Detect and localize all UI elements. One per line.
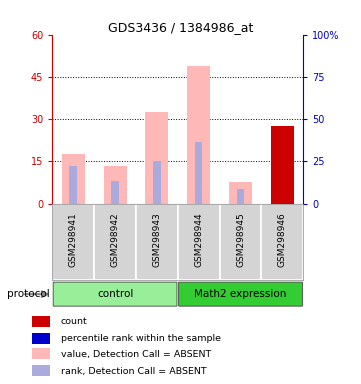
Bar (32, 348, 49, 359)
Bar (32, 333, 49, 344)
Text: GSM298942: GSM298942 (110, 213, 119, 267)
Bar (187, 66, 210, 204)
Bar (111, 181, 119, 204)
FancyBboxPatch shape (179, 282, 303, 306)
Bar (94, 204, 136, 280)
Bar (32, 316, 49, 327)
Bar (271, 126, 294, 204)
Bar (279, 163, 286, 204)
Bar (32, 366, 49, 376)
Text: GSM298941: GSM298941 (69, 213, 78, 268)
Bar (153, 161, 161, 204)
Bar (104, 166, 127, 204)
Text: GDS3436 / 1384986_at: GDS3436 / 1384986_at (108, 21, 253, 34)
Bar (52, 204, 94, 280)
Bar (195, 142, 203, 204)
FancyBboxPatch shape (53, 282, 177, 306)
Text: value, Detection Call = ABSENT: value, Detection Call = ABSENT (61, 350, 211, 359)
Bar (178, 204, 219, 280)
Text: protocol: protocol (7, 289, 50, 299)
Text: rank, Detection Call = ABSENT: rank, Detection Call = ABSENT (61, 367, 206, 376)
Text: count: count (61, 318, 87, 326)
Bar (62, 154, 85, 204)
Bar (145, 112, 168, 204)
Text: GSM298944: GSM298944 (194, 213, 203, 267)
Text: percentile rank within the sample: percentile rank within the sample (61, 334, 221, 343)
Text: Math2 expression: Math2 expression (194, 289, 287, 299)
Bar (69, 166, 77, 204)
Bar (219, 204, 261, 280)
Bar (237, 189, 244, 204)
Text: GSM298946: GSM298946 (278, 213, 287, 268)
Bar (229, 182, 252, 204)
Bar (271, 164, 294, 204)
Text: control: control (97, 289, 133, 299)
Text: GSM298945: GSM298945 (236, 213, 245, 268)
Bar (261, 204, 303, 280)
Bar (136, 204, 178, 280)
Text: GSM298943: GSM298943 (152, 213, 161, 268)
